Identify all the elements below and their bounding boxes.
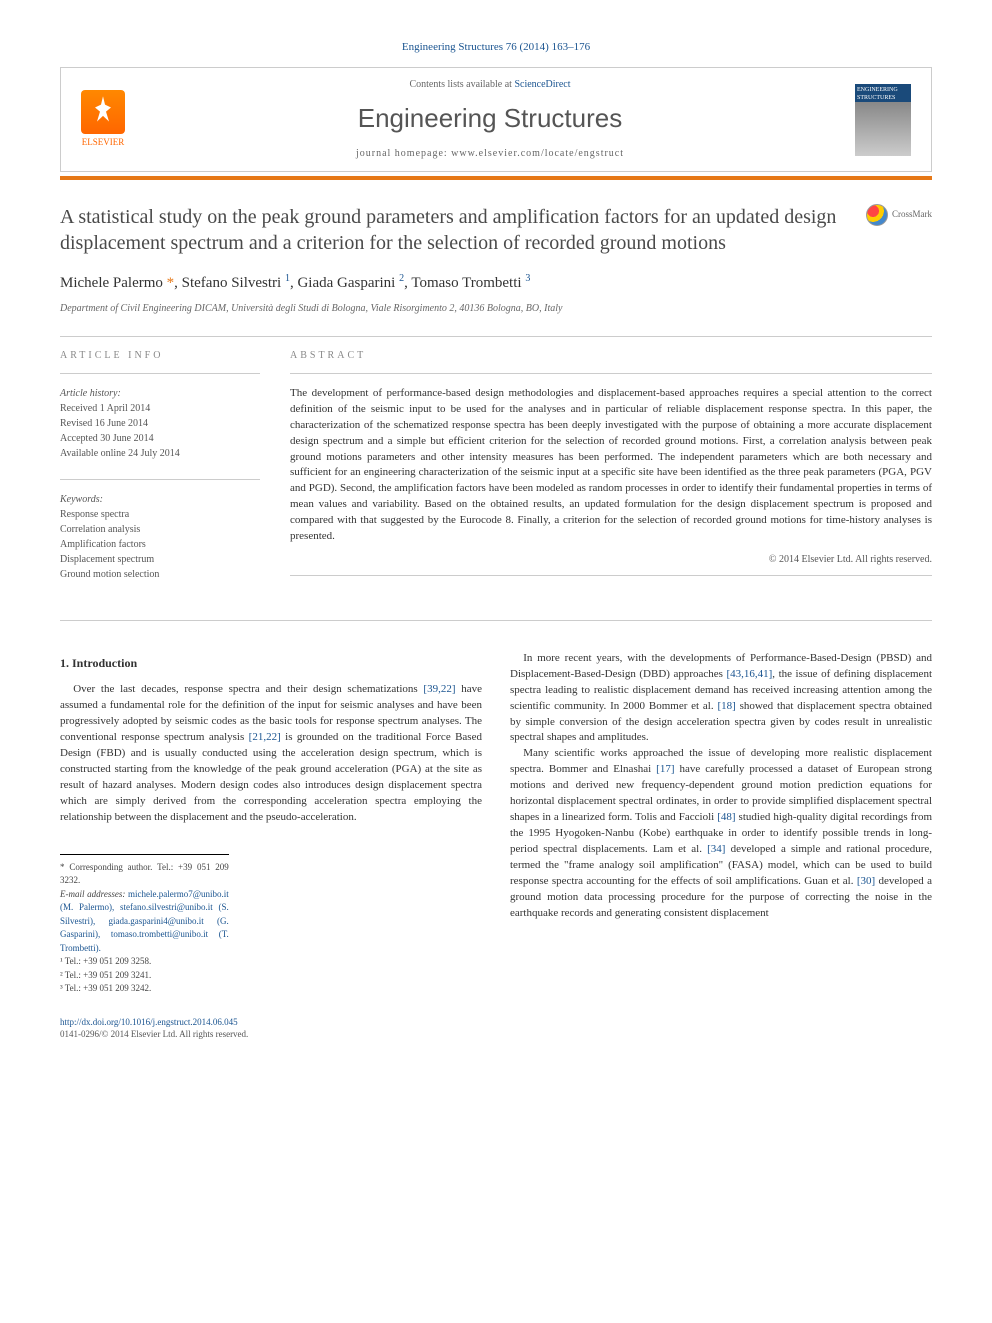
accent-bar [60,176,932,180]
abstract-text: The development of performance-based des… [290,386,932,545]
keyword: Response spectra [60,507,260,522]
history-item: Available online 24 July 2014 [60,446,260,461]
abstract-column: ABSTRACT The development of performance-… [290,349,932,600]
keyword: Ground motion selection [60,567,260,582]
article-info-column: ARTICLE INFO Article history: Received 1… [60,349,260,600]
divider [60,373,260,374]
journal-header: ELSEVIER Contents lists available at Sci… [60,67,932,171]
reference-link[interactable]: [17] [656,763,674,775]
crossmark-icon [866,204,888,226]
abstract-copyright: © 2014 Elsevier Ltd. All rights reserved… [290,553,932,567]
history-label: Article history: [60,386,260,401]
publisher-logo: ELSEVIER [81,90,125,149]
authors-line: Michele Palermo *, Stefano Silvestri 1, … [60,272,932,294]
history-item: Accepted 30 June 2014 [60,431,260,446]
footnote-tel: ³ Tel.: +39 051 209 3242. [60,982,229,996]
footnotes: * Corresponding author. Tel.: +39 051 20… [60,854,229,996]
divider [60,336,932,337]
elsevier-tree-icon [81,90,125,134]
reference-link[interactable]: [30] [857,875,875,887]
reference-link[interactable]: [43,16,41] [726,668,772,680]
corresponding-author-note: * Corresponding author. Tel.: +39 051 20… [60,861,229,888]
keyword: Correlation analysis [60,522,260,537]
body-paragraph: Many scientific works approached the iss… [510,746,932,921]
contents-line: Contents lists available at ScienceDirec… [125,78,855,92]
abstract-label: ABSTRACT [290,349,932,363]
divider [60,620,932,621]
journal-cover-thumbnail: ENGINEERING STRUCTURES [855,84,911,156]
publisher-name: ELSEVIER [82,136,125,149]
keywords-block: Keywords: Response spectra Correlation a… [60,492,260,582]
crossmark-label: CrossMark [892,208,932,221]
reference-link[interactable]: [39,22] [423,683,455,695]
citation-line: Engineering Structures 76 (2014) 163–176 [60,40,932,55]
article-info-label: ARTICLE INFO [60,349,260,363]
emails-label: E-mail addresses: [60,889,128,899]
body-columns: 1. Introduction Over the last decades, r… [60,651,932,996]
keywords-label: Keywords: [60,492,260,507]
divider [290,575,932,576]
body-paragraph: In more recent years, with the developme… [510,651,932,747]
email-addresses: E-mail addresses: michele.palermo7@unibo… [60,888,229,956]
divider [60,479,260,480]
keyword: Displacement spectrum [60,552,260,567]
history-item: Received 1 April 2014 [60,401,260,416]
article-title: A statistical study on the peak ground p… [60,204,846,256]
issn-copyright: 0141-0296/© 2014 Elsevier Ltd. All right… [60,1028,932,1041]
contents-prefix: Contents lists available at [409,79,514,90]
journal-title: Engineering Structures [125,100,855,136]
reference-link[interactable]: [18] [717,700,735,712]
header-center: Contents lists available at ScienceDirec… [125,78,855,160]
reference-link[interactable]: [21,22] [249,731,281,743]
body-paragraph: Over the last decades, response spectra … [60,682,482,825]
footnote-tel: ¹ Tel.: +39 051 209 3258. [60,955,229,969]
history-item: Revised 16 June 2014 [60,416,260,431]
journal-homepage: journal homepage: www.elsevier.com/locat… [125,147,855,161]
info-abstract-row: ARTICLE INFO Article history: Received 1… [60,349,932,600]
crossmark-badge[interactable]: CrossMark [866,204,932,226]
reference-link[interactable]: [48] [717,811,735,823]
title-row: A statistical study on the peak ground p… [60,204,932,256]
article-history: Article history: Received 1 April 2014 R… [60,386,260,461]
reference-link[interactable]: [34] [707,843,725,855]
doi-link[interactable]: http://dx.doi.org/10.1016/j.engstruct.20… [60,1016,932,1029]
divider [290,373,932,374]
section-heading: 1. Introduction [60,655,482,672]
keyword: Amplification factors [60,537,260,552]
page-footer: http://dx.doi.org/10.1016/j.engstruct.20… [60,1016,932,1041]
footnote-tel: ² Tel.: +39 051 209 3241. [60,969,229,983]
affiliation: Department of Civil Engineering DICAM, U… [60,302,932,316]
sciencedirect-link[interactable]: ScienceDirect [514,79,570,90]
